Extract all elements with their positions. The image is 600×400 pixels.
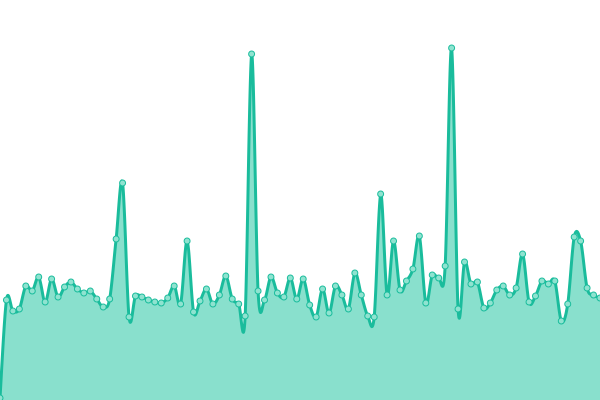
data-point	[319, 285, 327, 293]
data-point	[157, 299, 165, 307]
data-point	[131, 292, 139, 300]
data-point	[570, 233, 578, 241]
data-point	[544, 280, 552, 288]
data-point	[54, 293, 62, 301]
data-point	[112, 235, 120, 243]
data-point	[557, 317, 565, 325]
data-point	[209, 300, 217, 308]
data-point	[119, 179, 127, 187]
data-point	[325, 309, 333, 317]
data-point	[86, 287, 94, 295]
data-point	[267, 273, 275, 281]
data-point	[448, 44, 456, 52]
data-point	[202, 285, 210, 293]
data-point	[2, 296, 10, 304]
data-point	[190, 308, 198, 316]
data-point	[531, 292, 539, 300]
data-point	[15, 305, 23, 313]
data-point	[170, 282, 178, 290]
data-point	[125, 313, 133, 321]
data-point	[486, 299, 494, 307]
data-point	[312, 313, 320, 321]
data-point	[0, 394, 4, 400]
data-point	[467, 280, 475, 288]
data-point	[506, 291, 514, 299]
data-point	[306, 301, 314, 309]
data-point	[293, 295, 301, 303]
data-point	[241, 312, 249, 320]
data-point	[344, 305, 352, 313]
data-point	[415, 232, 423, 240]
data-point	[351, 269, 359, 277]
data-point	[9, 307, 17, 315]
data-point	[286, 274, 294, 282]
data-point	[183, 237, 191, 245]
data-point	[435, 274, 443, 282]
data-point	[61, 283, 69, 291]
data-point	[22, 282, 30, 290]
data-point	[364, 312, 372, 320]
data-point	[409, 265, 417, 273]
data-point	[254, 287, 262, 295]
data-point	[577, 237, 585, 245]
data-point	[583, 284, 591, 292]
data-point	[177, 300, 185, 308]
data-point	[99, 303, 107, 311]
data-point	[370, 313, 378, 321]
data-point	[499, 282, 507, 290]
data-point	[80, 289, 88, 297]
data-point	[402, 277, 410, 285]
data-point	[235, 300, 243, 308]
data-point	[590, 291, 598, 299]
data-point	[151, 298, 159, 306]
data-point	[390, 237, 398, 245]
data-point	[551, 277, 559, 285]
data-point	[377, 190, 385, 198]
data-point	[248, 50, 256, 58]
data-point	[454, 305, 462, 313]
data-points	[0, 44, 600, 400]
data-point	[383, 291, 391, 299]
data-point	[273, 289, 281, 297]
data-point	[222, 272, 230, 280]
data-point	[106, 295, 114, 303]
data-point	[564, 300, 572, 308]
data-point	[441, 262, 449, 270]
data-point	[299, 275, 307, 283]
data-point	[73, 285, 81, 293]
data-point	[215, 291, 223, 299]
data-point	[331, 282, 339, 290]
data-point	[428, 271, 436, 279]
data-point	[480, 304, 488, 312]
data-point	[41, 298, 49, 306]
data-point	[338, 291, 346, 299]
data-point	[48, 275, 56, 283]
data-point	[596, 294, 600, 302]
data-point	[228, 295, 236, 303]
data-point	[164, 294, 172, 302]
data-point	[512, 284, 520, 292]
data-point	[493, 286, 501, 294]
data-point	[519, 250, 527, 258]
data-point	[525, 298, 533, 306]
area-fill	[0, 47, 600, 400]
data-point	[196, 297, 204, 305]
data-point	[422, 299, 430, 307]
data-point	[357, 291, 365, 299]
data-point	[473, 278, 481, 286]
data-point	[280, 293, 288, 301]
data-point	[461, 258, 469, 266]
data-point	[538, 277, 546, 285]
data-point	[93, 295, 101, 303]
data-point	[28, 287, 36, 295]
data-point	[67, 278, 75, 286]
data-point	[144, 296, 152, 304]
data-point	[35, 273, 43, 281]
data-point	[396, 286, 404, 294]
data-point	[261, 296, 269, 304]
data-point	[138, 293, 146, 301]
